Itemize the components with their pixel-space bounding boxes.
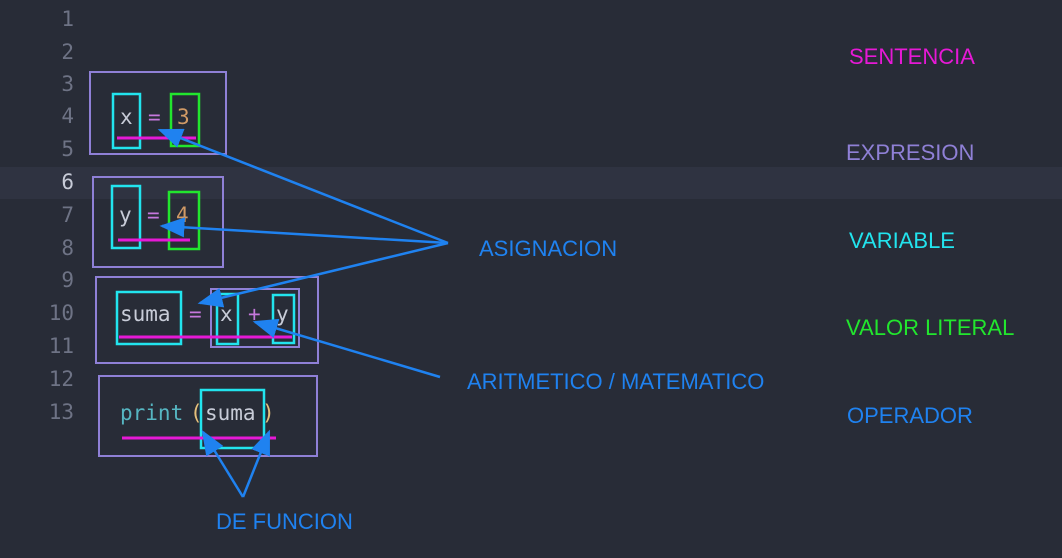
code-func-print: print [120, 401, 184, 425]
sentence-box-line4 [89, 71, 227, 155]
arrow-funcion-close [241, 429, 271, 498]
legend-variable: VARIABLE [849, 228, 955, 253]
code-var-suma: suma [120, 302, 171, 326]
code-arg-suma: suma [205, 401, 256, 425]
line-number-7: 7 [61, 203, 74, 227]
arrow-aritmetico [252, 318, 441, 379]
code-op-assign-4: = [148, 105, 161, 129]
legend-sentencia: SENTENCIA [849, 44, 975, 69]
sentence-box-line13 [98, 375, 318, 457]
code-var-y: y [119, 203, 132, 227]
arrow-asignacion-line10 [197, 241, 449, 308]
line-number-13: 13 [48, 400, 74, 424]
code-paren-open: ( [190, 401, 203, 425]
code-op-assign-10: = [189, 302, 202, 326]
code-var-x: x [120, 105, 133, 129]
arrow-asignacion-line7 [159, 217, 449, 245]
line-number-5: 5 [61, 137, 74, 161]
code-op-assign-7: = [147, 203, 160, 227]
sentence-box-line10 [95, 276, 319, 364]
line-number-3: 3 [61, 72, 74, 96]
label-aritmetico: ARITMETICO / MATEMATICO [467, 369, 765, 394]
variable-box-x [111, 92, 142, 150]
code-operand-x: x [220, 302, 233, 326]
line-number-12: 12 [48, 367, 74, 391]
label-asignacion: ASIGNACION [479, 236, 618, 261]
sentence-box-line7 [92, 176, 224, 268]
current-line-highlight [0, 167, 1062, 199]
arrow-asignacion-line4 [157, 128, 449, 245]
literal-box-3 [169, 92, 201, 148]
line-number-2: 2 [61, 40, 74, 64]
variable-box-y [110, 184, 142, 250]
line-number-9: 9 [61, 268, 74, 292]
code-literal-3: 3 [177, 105, 190, 129]
variable-box-suma [115, 290, 183, 346]
variable-box-arg-suma [199, 388, 266, 450]
label-de-funcion: DE FUNCION [216, 509, 353, 534]
variable-box-operand-x [215, 292, 240, 346]
line-number-1: 1 [61, 7, 74, 31]
arrow-funcion-open [201, 429, 245, 498]
legend-valor-literal: VALOR LITERAL [846, 315, 1015, 340]
line-number-11: 11 [48, 334, 74, 358]
line-number-8: 8 [61, 236, 74, 260]
legend-expresion: EXPRESION [846, 140, 975, 165]
line-number-4: 4 [61, 104, 74, 128]
line-number-6: 6 [61, 170, 74, 194]
legend-operador: OPERADOR [847, 403, 973, 428]
line-number-10: 10 [48, 301, 74, 325]
